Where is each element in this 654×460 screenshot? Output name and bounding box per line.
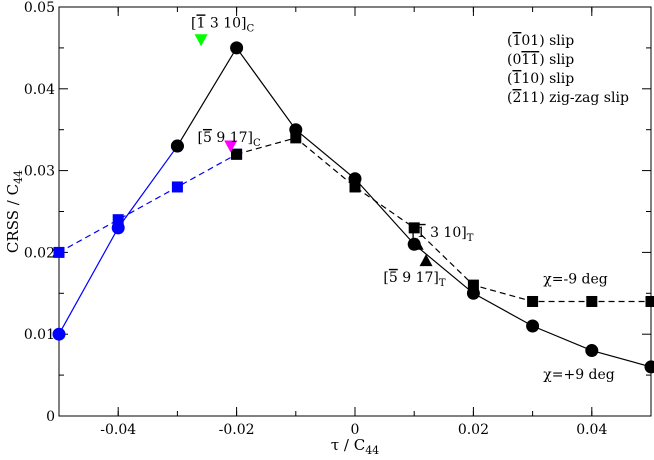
legend-entry: (011) slip: [507, 52, 574, 68]
legend-entry: (110) slip: [507, 71, 574, 87]
y-axis-label-sub: 44: [12, 170, 25, 184]
series-line-minus9-blue: [58, 153, 237, 253]
legend-entry-part: 1: [512, 33, 521, 49]
series-layer: [52, 34, 654, 374]
x-tick-label: 0.04: [576, 422, 607, 438]
data-point-minus9-black: [290, 132, 302, 144]
annot-1-3-10-c-part: [: [191, 15, 196, 31]
annot-5-9-17-c: [5 9 17]C: [198, 130, 261, 149]
legend-entry-part: 2: [512, 90, 521, 106]
annot-1-3-10-t-part: 1: [417, 225, 426, 241]
legend-entry-part: 1: [512, 71, 521, 87]
y-tick-label: 0.02: [24, 245, 55, 261]
annot-5-9-17-t-part: 9 17]: [398, 270, 439, 286]
data-point-plus9-black: [585, 344, 599, 358]
legend-entry-part: 11) zig-zag slip: [521, 90, 629, 106]
data-point-triangle-up: [410, 237, 424, 250]
legend-entry-part: (0: [507, 52, 521, 68]
legend-entry-part: 10) slip: [521, 71, 574, 87]
y-tick-label: 0: [46, 409, 55, 425]
data-point-minus9-blue: [53, 246, 65, 258]
annot-1-3-10-t-part: 3 10]: [426, 225, 467, 241]
data-point-minus9-black: [645, 295, 654, 307]
y-axis-label: CRSS / C44: [4, 170, 25, 253]
x-tick-label: 0: [351, 422, 360, 438]
data-point-plus9-black: [644, 360, 654, 374]
x-axis-label-main: τ / C: [331, 436, 365, 454]
series-line-minus9-black: [236, 137, 651, 303]
annot-chi-plus9-part: χ=+9 deg: [543, 367, 615, 383]
legend-entry-part: 1: [530, 52, 539, 68]
data-point-triangle-up: [419, 254, 433, 267]
y-tick-label: 0.04: [24, 82, 55, 98]
legend-entry-part: (: [507, 33, 512, 49]
annot-5-9-17-t-part: T: [439, 278, 446, 289]
data-point-plus9-black: [170, 139, 184, 153]
series-line-plus9-blue: [58, 145, 178, 335]
annot-1-3-10-c-part: C: [247, 23, 255, 34]
x-tick-label: -0.04: [100, 422, 136, 438]
data-point-plus9-blue: [52, 327, 66, 341]
annot-1-3-10-c-part: 3 10]: [205, 15, 246, 31]
legend-entry-part: (: [507, 90, 512, 106]
data-point-minus9-blue: [112, 214, 124, 226]
legend-entry-part: 1: [521, 52, 530, 68]
legend-entry-part: (: [507, 71, 512, 87]
annot-1-3-10-t: [1 3 10]T: [411, 225, 473, 244]
x-tick-label: -0.02: [219, 422, 255, 438]
x-axis-label-sub: 44: [365, 444, 379, 457]
y-tick-label: 0.05: [24, 0, 55, 16]
annot-1-3-10-t-part: T: [467, 233, 474, 244]
y-tick-label: 0.01: [24, 327, 55, 343]
annot-1-3-10-t-part: [: [411, 225, 416, 241]
legend-entry-part: ) slip: [539, 52, 574, 68]
x-axis-label: τ / C44: [331, 436, 379, 457]
y-tick-label: 0.03: [24, 164, 55, 180]
data-point-minus9-black: [231, 148, 243, 160]
legend: (101) slip(011) slip(110) slip(211) zig-…: [507, 33, 629, 106]
annot-1-3-10-c-part: 1: [196, 15, 205, 31]
y-axis-label-main: CRSS / C: [4, 184, 22, 253]
annot-5-9-17-c-part: [: [198, 130, 203, 146]
legend-entry-part: 01) slip: [521, 33, 574, 49]
annot-5-9-17-t-part: 5: [389, 270, 398, 286]
annot-1-3-10-c: [1 3 10]C: [191, 15, 254, 34]
axes: -0.04 -0.02 0 0.02 0.04 0 0.01 0.02 0.03 0.04 0.05: [24, 0, 652, 438]
x-tick-label: 0.02: [458, 422, 489, 438]
legend-entry: (101) slip: [507, 33, 574, 49]
data-point-plus9-black: [230, 41, 244, 55]
annot-chi-minus9: χ=-9 deg: [543, 271, 608, 287]
annot-5-9-17-c-part: 5: [203, 130, 212, 146]
data-point-triangle-down: [224, 140, 238, 153]
annot-chi-minus9-part: χ=-9 deg: [543, 271, 608, 287]
data-point-plus9-black: [526, 319, 540, 333]
annot-5-9-17-c-part: C: [253, 138, 261, 149]
plot-frame: [58, 6, 652, 417]
annot-chi-plus9: χ=+9 deg: [543, 367, 615, 383]
data-point-minus9-black: [527, 295, 539, 307]
data-point-minus9-black: [586, 295, 598, 307]
data-point-minus9-black: [408, 222, 420, 234]
legend-entry: (211) zig-zag slip: [507, 90, 629, 106]
annotation-layer: [1 3 10]C[5 9 17]C[1 3 10]T[5 9 17]T χ=-9…: [191, 15, 615, 383]
annot-5-9-17-c-part: 9 17]: [212, 130, 253, 146]
annot-5-9-17-t: [5 9 17]T: [383, 270, 445, 289]
data-point-triangle-down: [194, 34, 208, 47]
data-point-minus9-blue: [171, 181, 183, 193]
data-point-minus9-black: [467, 279, 479, 291]
data-point-minus9-black: [349, 181, 361, 193]
annot-5-9-17-t-part: [: [383, 270, 388, 286]
